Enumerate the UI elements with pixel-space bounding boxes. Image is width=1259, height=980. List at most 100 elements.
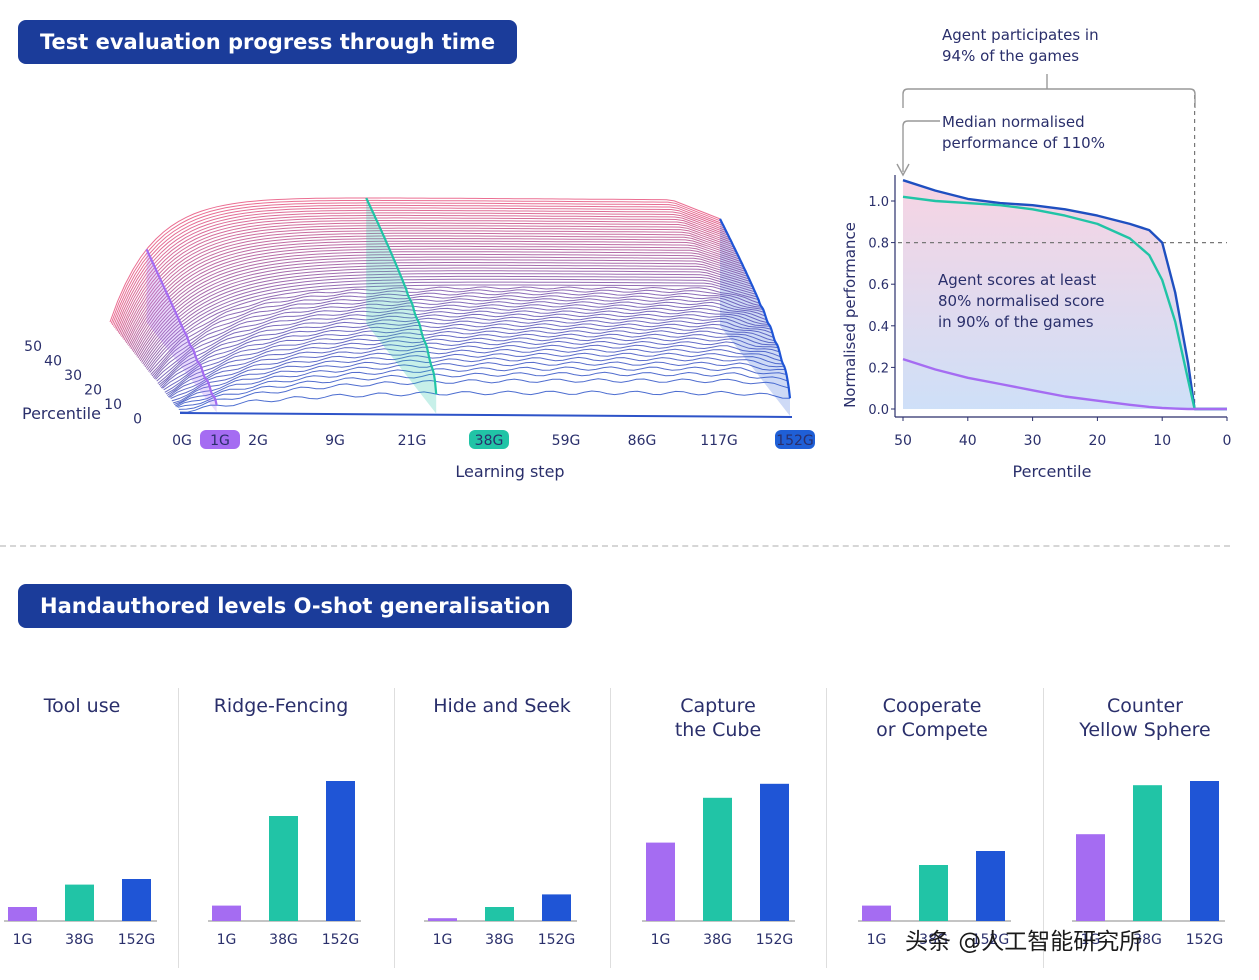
ridge-line xyxy=(109,197,721,323)
panel-title-ridge-fencing: Ridge-Fencing xyxy=(213,695,349,717)
ridge-line xyxy=(145,278,757,369)
bar-category-label: 38G xyxy=(269,932,298,948)
x-tick-label: 59G xyxy=(552,433,581,449)
percentile-tick: 40 xyxy=(44,354,62,370)
bar-38G xyxy=(919,865,948,921)
ridge-line xyxy=(169,340,780,398)
ridge-line xyxy=(118,217,730,335)
x-tick-highlight xyxy=(200,430,240,449)
panel-separator xyxy=(178,688,179,968)
highlight-curve xyxy=(145,248,218,406)
ridge-line xyxy=(177,371,788,408)
ridge-line xyxy=(153,298,765,380)
bar-1G xyxy=(428,918,457,921)
annotation-median: Median normalised xyxy=(942,113,1085,131)
y-tick-label: 0.2 xyxy=(868,361,889,376)
ridge-line xyxy=(167,337,779,398)
ridge-line xyxy=(116,212,728,332)
ridge-line xyxy=(139,264,751,362)
ridge-line xyxy=(149,286,760,373)
ridge-line xyxy=(175,361,786,407)
ridge-line xyxy=(128,238,739,347)
ridge-line xyxy=(124,230,736,342)
percentile-tick: 0 xyxy=(133,412,142,428)
y-tick-label: 0.8 xyxy=(868,237,889,252)
ridge-line xyxy=(123,227,735,341)
participation-bracket xyxy=(902,88,1196,108)
ridge-line xyxy=(146,281,758,371)
watermark: 头条 @人工智能研究所 xyxy=(905,929,1143,955)
ridge-line xyxy=(121,222,732,338)
bar-38G xyxy=(703,797,732,921)
ridge-line xyxy=(134,251,745,354)
highlight-curve xyxy=(719,218,792,399)
panel-title-counter-yellow-sphere: Counter Yellow Sphere xyxy=(1079,695,1211,741)
panel-separator xyxy=(826,688,827,968)
x-tick-label: 1G xyxy=(210,433,230,449)
ridge-line xyxy=(157,307,768,384)
bar-category-label: 38G xyxy=(485,932,514,948)
x-axis-label: Percentile xyxy=(1013,462,1092,481)
x-tick-label: 152G xyxy=(776,433,814,449)
median-arrowhead xyxy=(896,163,910,177)
bar-38G xyxy=(1133,785,1162,921)
bar-category-label: 1G xyxy=(867,932,887,948)
highlight-curve xyxy=(365,197,438,395)
ridge-line xyxy=(127,235,738,345)
bar-152G xyxy=(542,894,571,921)
x-axis-line xyxy=(179,412,793,418)
ridge-line xyxy=(114,207,725,329)
ridge-line xyxy=(179,390,791,413)
panel-title-tool-use: Tool use xyxy=(43,695,121,717)
ridge-line xyxy=(166,333,778,396)
ridge-line xyxy=(135,253,746,356)
bar-152G xyxy=(122,879,151,921)
y-tick-label: 0.4 xyxy=(868,320,889,335)
x-tick-label: 30 xyxy=(1024,433,1042,449)
ridge-line xyxy=(122,225,733,339)
percentile-tick: 30 xyxy=(64,368,82,384)
section-divider xyxy=(0,545,1230,547)
x-axis-label: Learning step xyxy=(455,462,564,481)
ridge-line xyxy=(141,267,752,363)
highlight-slice xyxy=(146,249,217,413)
highlight-slice xyxy=(720,218,790,416)
annotation-participates: 94% of the games xyxy=(942,47,1079,65)
x-tick-label: 21G xyxy=(398,433,427,449)
bar-152G xyxy=(976,851,1005,921)
bar-category-label: 38G xyxy=(703,932,732,948)
ridge-line xyxy=(125,232,737,344)
percentile-axis-label: Percentile xyxy=(22,404,101,423)
ridge-line xyxy=(174,356,785,405)
panel-separator xyxy=(394,688,395,968)
x-tick-highlight xyxy=(469,430,509,449)
ridge-line xyxy=(144,275,756,368)
bar-category-label: 152G xyxy=(538,932,576,948)
bar-1G xyxy=(1076,834,1105,921)
bar-1G xyxy=(862,905,891,921)
panel-title-hide-and-seek: Hide and Seek xyxy=(433,695,571,717)
highlight-slice xyxy=(366,198,437,414)
ridge-line xyxy=(115,209,726,330)
y-tick-label: 0.0 xyxy=(868,403,889,418)
bar-1G xyxy=(8,907,37,921)
percentile-tick: 20 xyxy=(84,383,102,399)
ridge-line xyxy=(162,319,773,389)
annotation-median: performance of 110% xyxy=(942,134,1105,152)
bar-category-label: 152G xyxy=(1186,932,1224,948)
x-tick-label: 20 xyxy=(1088,433,1106,449)
area-fill xyxy=(903,180,1227,409)
x-tick-label: 38G xyxy=(475,433,504,449)
bar-category-label: 152G xyxy=(118,932,156,948)
x-tick-label: 2G xyxy=(248,433,268,449)
y-axis-label: Normalised performance xyxy=(841,222,859,408)
ridge-line xyxy=(111,202,723,326)
panel-title-cooperate-or-compete: Cooperate or Compete xyxy=(876,695,988,741)
x-tick-label: 40 xyxy=(959,433,977,449)
ridge-line xyxy=(117,214,729,333)
bar-category-label: 1G xyxy=(433,932,453,948)
x-tick-label: 86G xyxy=(628,433,657,449)
ridge-line xyxy=(148,284,759,372)
